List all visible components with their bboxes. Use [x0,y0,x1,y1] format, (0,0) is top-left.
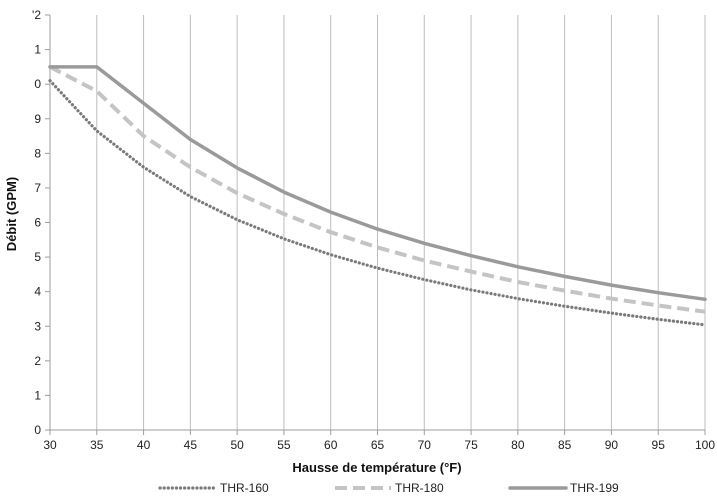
x-axis-title: Hausse de température (°F) [292,460,461,475]
x-tick-label: 100 [695,438,715,452]
y-tick-label: 1 [34,388,41,402]
y-axis-ticks: 0 1 2 3 4 5 6 7 8 9 0 1 '2 [32,8,50,437]
y-tick-label: 5 [34,250,41,264]
x-tick-label: 30 [43,438,57,452]
y-tick-label: 6 [34,216,41,230]
y-tick-label: '2 [32,8,41,22]
legend-label-thr-180: THR-180 [395,481,444,495]
y-tick-label: 0 [34,77,41,91]
y-tick-label: 3 [34,319,41,333]
legend-label-thr-199: THR-199 [570,481,619,495]
x-tick-label: 75 [464,438,478,452]
legend-label-thr-160: THR-160 [220,481,269,495]
y-axis-title: Débit (GPM) [4,177,19,251]
series-line-thr-160 [48,79,707,327]
series-lines [48,65,707,327]
x-tick-label: 45 [184,438,198,452]
y-tick-label: 2 [34,354,41,368]
x-tick-label: 50 [230,438,244,452]
x-tick-label: 85 [558,438,572,452]
series-line-thr-180 [49,65,706,314]
x-tick-label: 40 [137,438,151,452]
legend: THR-160 THR-180 THR-199 [158,481,619,495]
chart-grid [96,15,706,430]
series-line-thr-199 [48,65,707,302]
x-tick-label: 65 [371,438,385,452]
x-axis-ticks: 30 35 40 45 50 55 60 65 70 75 80 85 90 95 100 [43,430,715,452]
y-tick-label: 4 [34,285,41,299]
y-tick-label: 0 [34,423,41,437]
x-tick-label: 90 [605,438,619,452]
y-tick-label: 1 [34,43,41,57]
x-tick-label: 80 [511,438,525,452]
y-tick-label: 9 [34,112,41,126]
x-tick-label: 95 [652,438,666,452]
x-tick-label: 35 [90,438,104,452]
y-tick-label: 8 [34,146,41,160]
x-tick-label: 55 [277,438,291,452]
x-tick-label: 70 [418,438,432,452]
y-tick-label: 7 [34,181,41,195]
x-tick-label: 60 [324,438,338,452]
